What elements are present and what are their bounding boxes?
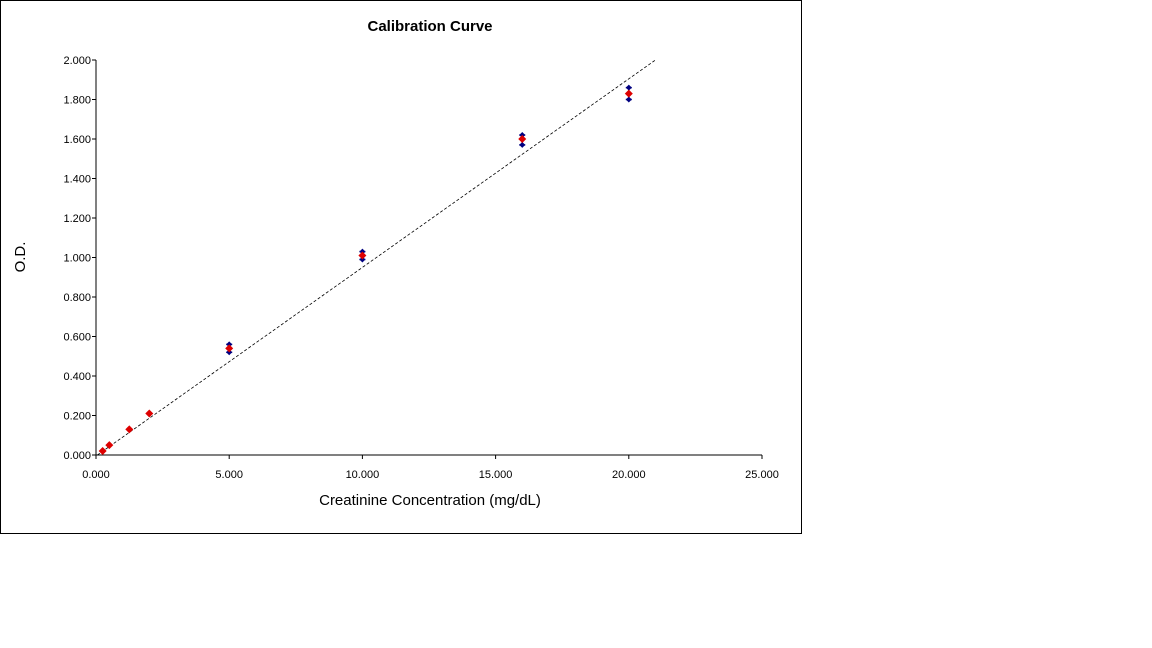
x-tick-label: 20.000 — [612, 469, 646, 481]
data-point — [98, 447, 107, 456]
trendline-layer — [97, 59, 656, 456]
data-points — [98, 84, 633, 456]
y-tick-label: 1.400 — [63, 174, 91, 186]
data-point — [518, 135, 527, 143]
calibration-chart: Calibration Curve Creatinine Concentrati… — [12, 18, 779, 509]
x-tick-label: 25.000 — [745, 469, 779, 481]
x-tick-label: 15.000 — [479, 469, 513, 481]
data-point — [225, 344, 234, 353]
y-tick-label: 0.400 — [63, 371, 91, 383]
y-tick-label: 0.000 — [63, 450, 91, 462]
trendline — [97, 59, 656, 456]
data-point — [125, 425, 134, 434]
x-tick-label: 10.000 — [346, 469, 380, 481]
y-tick-label: 1.200 — [63, 213, 91, 225]
data-point — [145, 409, 154, 418]
tick-labels: 0.000 5.000 10.000 15.000 20.000 25.000 0.000 0… — [63, 55, 778, 481]
error-bar-end-marker — [625, 84, 632, 91]
y-tick-label: 1.000 — [63, 253, 91, 265]
data-point — [624, 89, 633, 98]
error-bar-end-marker — [519, 141, 526, 148]
chart-frame — [0, 0, 802, 534]
data-point — [358, 251, 367, 260]
y-tick-label: 0.200 — [63, 411, 91, 423]
y-tick-label: 2.000 — [63, 55, 91, 67]
y-tick-label: 1.600 — [63, 134, 91, 146]
y-axis-title: O.D. — [12, 242, 29, 273]
x-axis-title: Creatinine Concentration (mg/dL) — [319, 492, 541, 509]
y-tick-label: 1.800 — [63, 95, 91, 107]
y-tick-label: 0.600 — [63, 332, 91, 344]
error-bar-end-marker — [625, 96, 632, 103]
axes — [92, 59, 763, 459]
x-tick-label: 0.000 — [82, 469, 110, 481]
y-tick-label: 0.800 — [63, 292, 91, 304]
x-tick-label: 5.000 — [215, 469, 243, 481]
chart-title: Calibration Curve — [367, 18, 492, 35]
data-point — [105, 441, 114, 450]
